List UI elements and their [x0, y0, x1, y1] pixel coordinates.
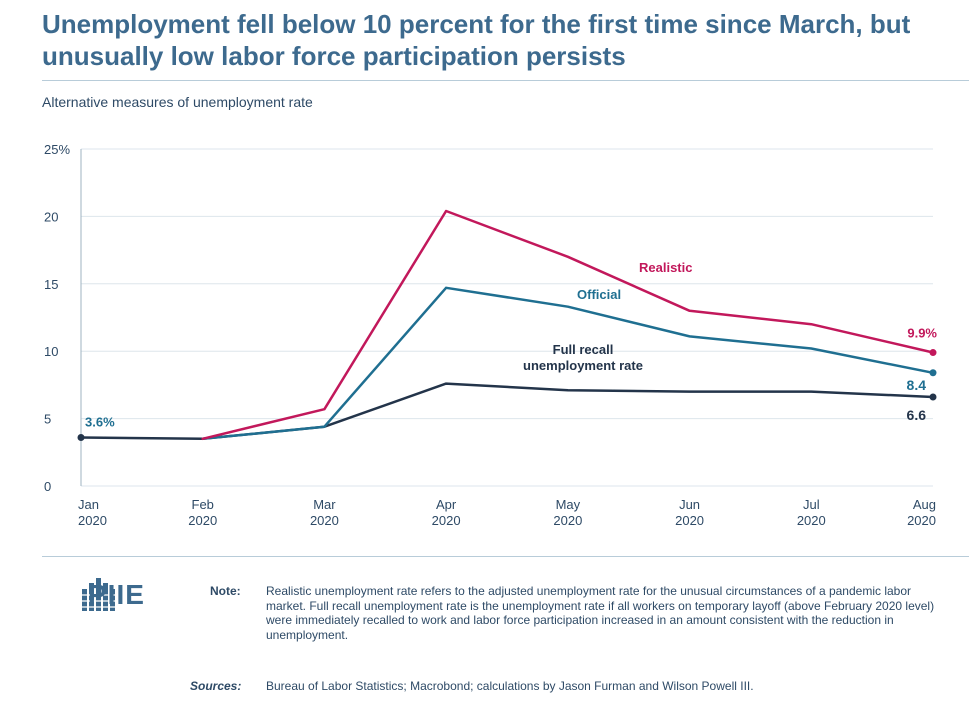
y-tick-label: 5	[44, 412, 51, 427]
start-point	[77, 433, 85, 441]
logo-text: PIIE	[88, 579, 145, 610]
x-tick-label-month: Apr	[436, 497, 457, 512]
x-tick-label-year: 2020	[553, 513, 582, 528]
x-tick-label-year: 2020	[310, 513, 339, 528]
end-value-label-full-recall: 6.6	[907, 407, 927, 423]
x-tick-label-month: Mar	[313, 497, 336, 512]
x-tick-label-year: 2020	[797, 513, 826, 528]
end-value-label-realistic: 9.9%	[907, 326, 937, 341]
y-tick-label: 0	[44, 479, 51, 494]
x-tick-label-year: 2020	[675, 513, 704, 528]
chart-title: Unemployment fell below 10 percent for t…	[42, 9, 911, 71]
sources-label: Sources:	[190, 679, 242, 693]
end-point-official	[929, 369, 937, 377]
x-tick-label-month: Feb	[192, 497, 214, 512]
series-line-official	[201, 286, 935, 441]
x-tick-label-year: 2020	[188, 513, 217, 528]
series-line-full-recall	[79, 382, 935, 441]
y-tick-label: 25%	[44, 142, 70, 157]
x-tick-label-month: Jan	[78, 497, 99, 512]
footer-divider	[42, 556, 969, 557]
end-point-full-recall	[929, 393, 937, 401]
x-tick-label-month: Jun	[679, 497, 700, 512]
title-divider	[42, 80, 969, 81]
x-tick-label-month: May	[556, 497, 581, 512]
y-tick-label: 10	[44, 344, 58, 359]
y-tick-label: 20	[44, 209, 58, 224]
y-tick-label: 15	[44, 277, 58, 292]
series-label-full-recall-line1: Full recall	[553, 342, 614, 357]
x-tick-label-month: Aug	[913, 497, 936, 512]
x-tick-label-month: Jul	[803, 497, 820, 512]
x-tick-label-year: 2020	[907, 513, 936, 528]
end-point-realistic	[929, 349, 937, 357]
x-tick-label-year: 2020	[432, 513, 461, 528]
start-value-label: 3.6%	[85, 414, 115, 429]
sources-text: Bureau of Labor Statistics; Macrobond; c…	[266, 679, 754, 693]
series-label-realistic: Realistic	[639, 260, 692, 275]
end-value-label-official: 8.4	[907, 377, 927, 393]
series-line-realistic	[201, 209, 935, 441]
note-text: Realistic unemployment rate refers to th…	[266, 584, 935, 642]
series-label-full-recall-line2: unemployment rate	[523, 358, 643, 373]
line-chart: 0510152025%Jan2020Feb2020Mar2020Apr2020M…	[44, 142, 937, 528]
series-label-official: Official	[577, 287, 621, 302]
x-tick-label-year: 2020	[78, 513, 107, 528]
piie-logo-icon	[80, 578, 118, 611]
chart-subtitle: Alternative measures of unemployment rat…	[42, 94, 313, 110]
note-label: Note:	[210, 584, 241, 598]
